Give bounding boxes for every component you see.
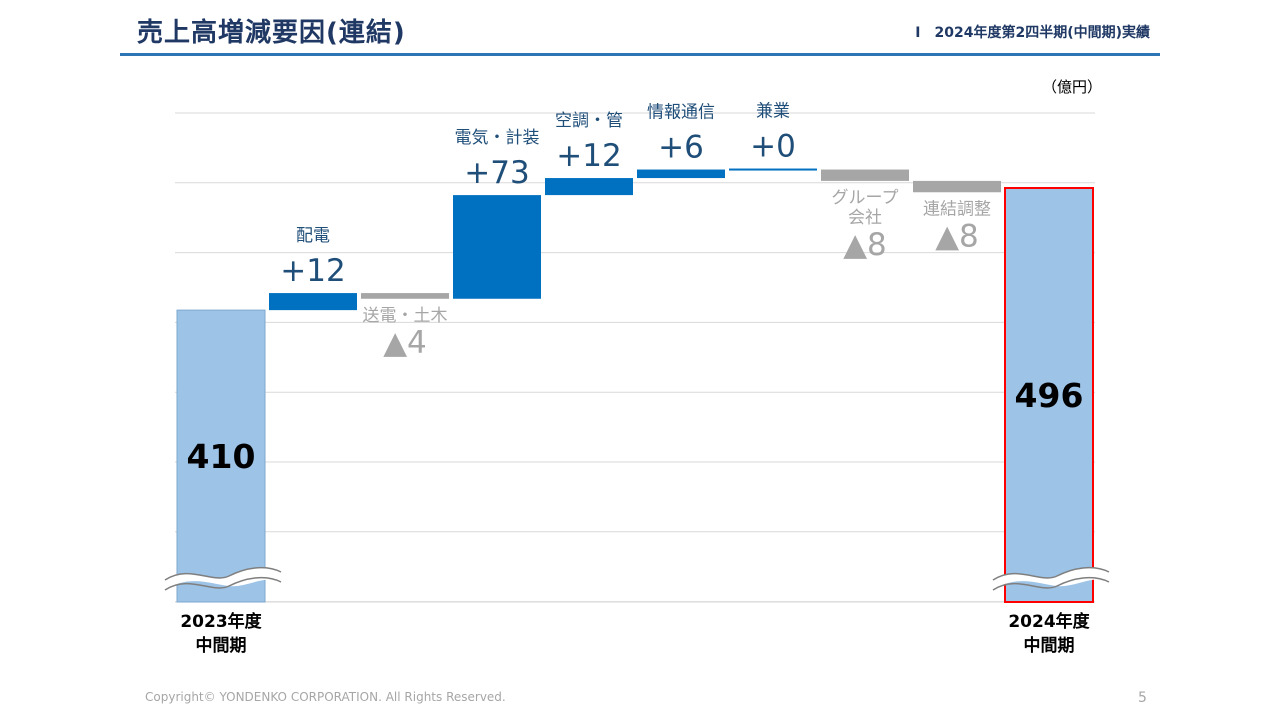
data-label: +12 — [556, 138, 621, 174]
axis-break-fill — [993, 567, 1109, 590]
axis-break-fill — [165, 567, 281, 590]
category-label: 送電・土木 — [363, 306, 448, 326]
category-label: 空調・管 — [555, 111, 623, 131]
bar-2 — [361, 293, 449, 299]
category-label: 配電 — [296, 226, 330, 246]
axis-break-line — [992, 576, 1110, 591]
slide-title: 売上高増減要因(連結) — [137, 18, 406, 48]
axis-break-line — [992, 566, 1110, 581]
data-label: 410 — [187, 437, 256, 476]
bar-4 — [545, 178, 633, 196]
data-label: +12 — [280, 253, 345, 289]
bar-3 — [453, 195, 541, 299]
category-label: 会社 — [848, 208, 882, 228]
category-label: 情報通信 — [647, 103, 715, 123]
bar-7 — [821, 169, 909, 181]
data-label: +73 — [464, 155, 529, 191]
x-tick-label: 2023年度 — [180, 611, 262, 632]
data-label: +0 — [750, 129, 796, 165]
category-label: 連結調整 — [923, 199, 991, 219]
category-label: 電気・計装 — [455, 128, 540, 148]
bar-1 — [269, 293, 357, 311]
category-label: 兼業 — [756, 102, 790, 122]
copyright-text: Copyright© YONDENKO CORPORATION. All Rig… — [145, 690, 506, 704]
bar-8 — [913, 180, 1001, 193]
page-number: 5 — [1138, 690, 1147, 706]
data-label: 496 — [1015, 376, 1084, 415]
x-tick-label: 2024年度 — [1008, 611, 1090, 632]
bar-0 — [176, 309, 266, 603]
section-label: Ⅰ 2024年度第2四半期(中間期)実績 — [915, 25, 1150, 41]
category-label: グループ — [832, 188, 899, 208]
axis-break-line — [164, 566, 282, 581]
data-label: +6 — [658, 130, 704, 166]
axis-break-line — [164, 576, 282, 591]
bar-9 — [1004, 187, 1094, 603]
data-label: ▲8 — [843, 227, 887, 263]
title-divider — [120, 53, 1160, 56]
bar-5 — [637, 169, 725, 179]
data-label: ▲4 — [383, 325, 427, 361]
bar-6 — [729, 168, 817, 171]
data-label: ▲8 — [935, 218, 979, 254]
unit-label: （億円） — [1041, 78, 1102, 96]
x-tick-label: 中間期 — [1024, 635, 1075, 656]
x-tick-label: 中間期 — [196, 635, 247, 656]
